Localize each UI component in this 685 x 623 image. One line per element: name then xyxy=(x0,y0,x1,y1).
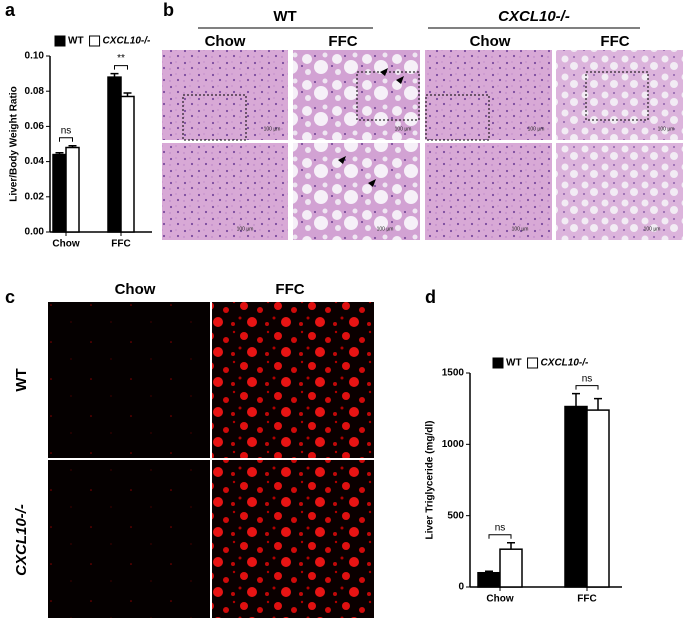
panel-label: a xyxy=(5,0,16,20)
bar xyxy=(120,95,135,233)
y-tick-label: 1500 xyxy=(442,368,465,379)
group-header: WT xyxy=(273,8,296,25)
legend-label: WT xyxy=(506,358,522,369)
column-header: Chow xyxy=(205,33,246,50)
y-axis-label: Liver Triglyceride (mg/dl) xyxy=(425,421,436,540)
fluorescence-image xyxy=(48,460,210,618)
significance-bracket xyxy=(114,65,128,70)
column-header: FFC xyxy=(600,33,629,50)
y-tick-label: 0.02 xyxy=(25,191,45,202)
arrowheads xyxy=(338,68,404,187)
error-bar xyxy=(572,392,580,407)
row-header: CXCL10-/- xyxy=(13,504,30,576)
significance-bracket xyxy=(59,137,73,142)
micrograph xyxy=(556,143,683,240)
legend-swatch xyxy=(89,35,101,47)
micrograph xyxy=(162,143,288,240)
fluorescence-image xyxy=(212,460,374,618)
micrograph xyxy=(293,143,420,240)
bar xyxy=(564,405,588,588)
y-tick-label: 0.10 xyxy=(25,51,45,62)
scale-bar-label: 100 µm xyxy=(528,126,545,132)
scale-bar-label: 100 µm xyxy=(377,226,394,232)
scale-bar-label: 100 µm xyxy=(644,226,661,232)
micrograph xyxy=(425,143,552,240)
scale-bar-label: 100 µm xyxy=(395,126,412,132)
legend-label: CXCL10-/- xyxy=(541,358,589,369)
error-bar xyxy=(485,570,493,573)
legend-swatch xyxy=(54,35,66,47)
significance-bracket xyxy=(575,385,599,390)
legend-swatch xyxy=(492,357,504,369)
panel-label: d xyxy=(425,287,436,307)
annotation: ns xyxy=(61,125,72,136)
x-tick-label: FFC xyxy=(577,594,596,605)
column-header: Chow xyxy=(470,33,511,50)
bar xyxy=(52,153,67,233)
bar xyxy=(477,571,501,588)
error-bar xyxy=(507,542,515,550)
x-tick-label: Chow xyxy=(52,239,79,250)
error-bar xyxy=(123,92,132,97)
error-bar xyxy=(110,72,119,78)
legend-label: WT xyxy=(68,36,84,47)
legend-label: CXCL10-/- xyxy=(103,36,151,47)
y-tick-label: 0.04 xyxy=(25,156,45,167)
y-tick-label: 1000 xyxy=(442,439,465,450)
scale-bar-label: 100 µm xyxy=(237,226,254,232)
group-header: CXCL10-/- xyxy=(498,8,570,25)
column-header: FFC xyxy=(275,281,304,298)
y-tick-label: 500 xyxy=(447,510,464,521)
column-header: Chow xyxy=(115,281,156,298)
scale-bar-label: 100 µm xyxy=(658,126,675,132)
error-bar xyxy=(594,397,602,411)
annotation: ** xyxy=(117,53,125,64)
annotation: ns xyxy=(495,522,506,533)
error-bar xyxy=(55,152,64,155)
bar xyxy=(499,548,523,588)
y-tick-label: 0.00 xyxy=(25,227,45,238)
significance-bracket xyxy=(488,534,512,539)
annotation: ns xyxy=(582,373,593,384)
zoom-boxes xyxy=(182,71,649,141)
x-tick-label: FFC xyxy=(111,239,130,250)
x-tick-label: Chow xyxy=(486,594,513,605)
panel-label: c xyxy=(5,287,15,307)
panel-label: b xyxy=(163,0,174,20)
bar xyxy=(107,76,122,233)
fluorescence-image xyxy=(212,302,374,458)
scale-bars: 100 µm 100 µm 100 µm 100 µm 100 µm 100 µ… xyxy=(237,126,675,232)
y-axis-label: Liver/Body Weight Ratio xyxy=(9,86,20,201)
fluorescence-image xyxy=(48,302,210,458)
column-header: FFC xyxy=(328,33,357,50)
scale-bar-label: 100 µm xyxy=(512,226,529,232)
y-tick-label: 0 xyxy=(458,582,464,593)
error-bar xyxy=(68,145,77,148)
scale-bar-label: 100 µm xyxy=(264,126,281,132)
y-tick-label: 0.08 xyxy=(25,86,45,97)
micrograph xyxy=(556,50,683,140)
legend-swatch xyxy=(527,357,539,369)
row-header: WT xyxy=(13,368,30,391)
bar xyxy=(65,146,80,233)
y-tick-label: 0.06 xyxy=(25,121,45,132)
bar xyxy=(586,409,610,588)
